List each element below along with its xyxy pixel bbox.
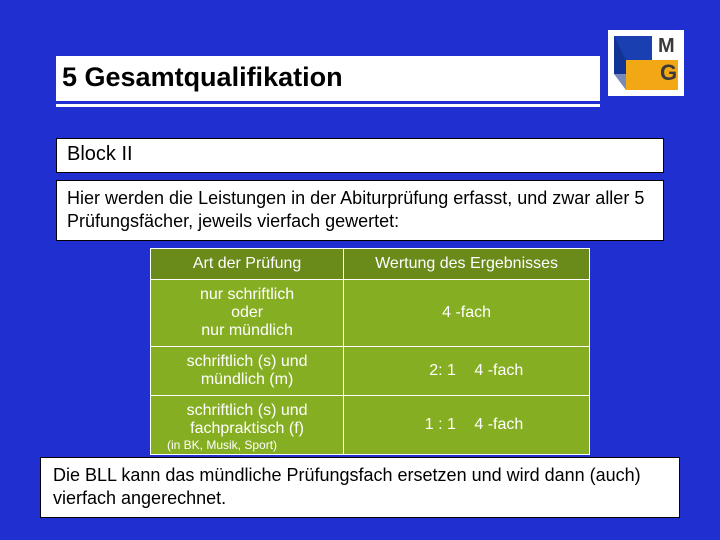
logo: M G: [608, 30, 684, 96]
table-cell-left: nur schriftlich oder nur mündlich: [151, 280, 344, 347]
table-cell-subnote: (in BK, Musik, Sport): [159, 438, 335, 452]
description-box: Hier werden die Leistungen in der Abitur…: [56, 180, 664, 241]
table-cell-mult: 4 -fach: [442, 304, 491, 321]
title-area: 5 Gesamtqualifikation: [56, 56, 600, 107]
table-cell-right: 4 -fach: [344, 280, 590, 347]
table-cell-ratio: 2: 1: [410, 362, 456, 380]
table-cell-right: 2: 1 4 -fach: [344, 347, 590, 396]
weighting-table: Art der Prüfung Wertung des Ergebnisses …: [150, 248, 590, 455]
table-cell-text: schriftlich (s) und mündlich (m): [187, 353, 308, 389]
table-header-left: Art der Prüfung: [151, 249, 344, 280]
subtitle-box: Block II: [56, 138, 664, 173]
table-cell-left: schriftlich (s) und fachpraktisch (f) (i…: [151, 396, 344, 455]
table-cell-left: schriftlich (s) und mündlich (m): [151, 347, 344, 396]
table-cell-right: 1 : 1 4 -fach: [344, 396, 590, 455]
table-cell-ratio: 1 : 1: [410, 416, 456, 434]
logo-letter-m: M: [658, 35, 675, 57]
table-cell-text: schriftlich (s) und fachpraktisch (f): [187, 402, 308, 438]
table-cell-mult: 4 -fach: [474, 416, 523, 433]
logo-letter-g: G: [660, 60, 677, 85]
table-cell-mult: 4 -fach: [474, 362, 523, 379]
page-title: 5 Gesamtqualifikation: [56, 56, 600, 101]
title-underline: [56, 104, 600, 107]
footer-note: Die BLL kann das mündliche Prüfungsfach …: [40, 457, 680, 518]
table-header-right: Wertung des Ergebnisses: [344, 249, 590, 280]
table-cell-text: nur schriftlich oder nur mündlich: [200, 286, 294, 340]
